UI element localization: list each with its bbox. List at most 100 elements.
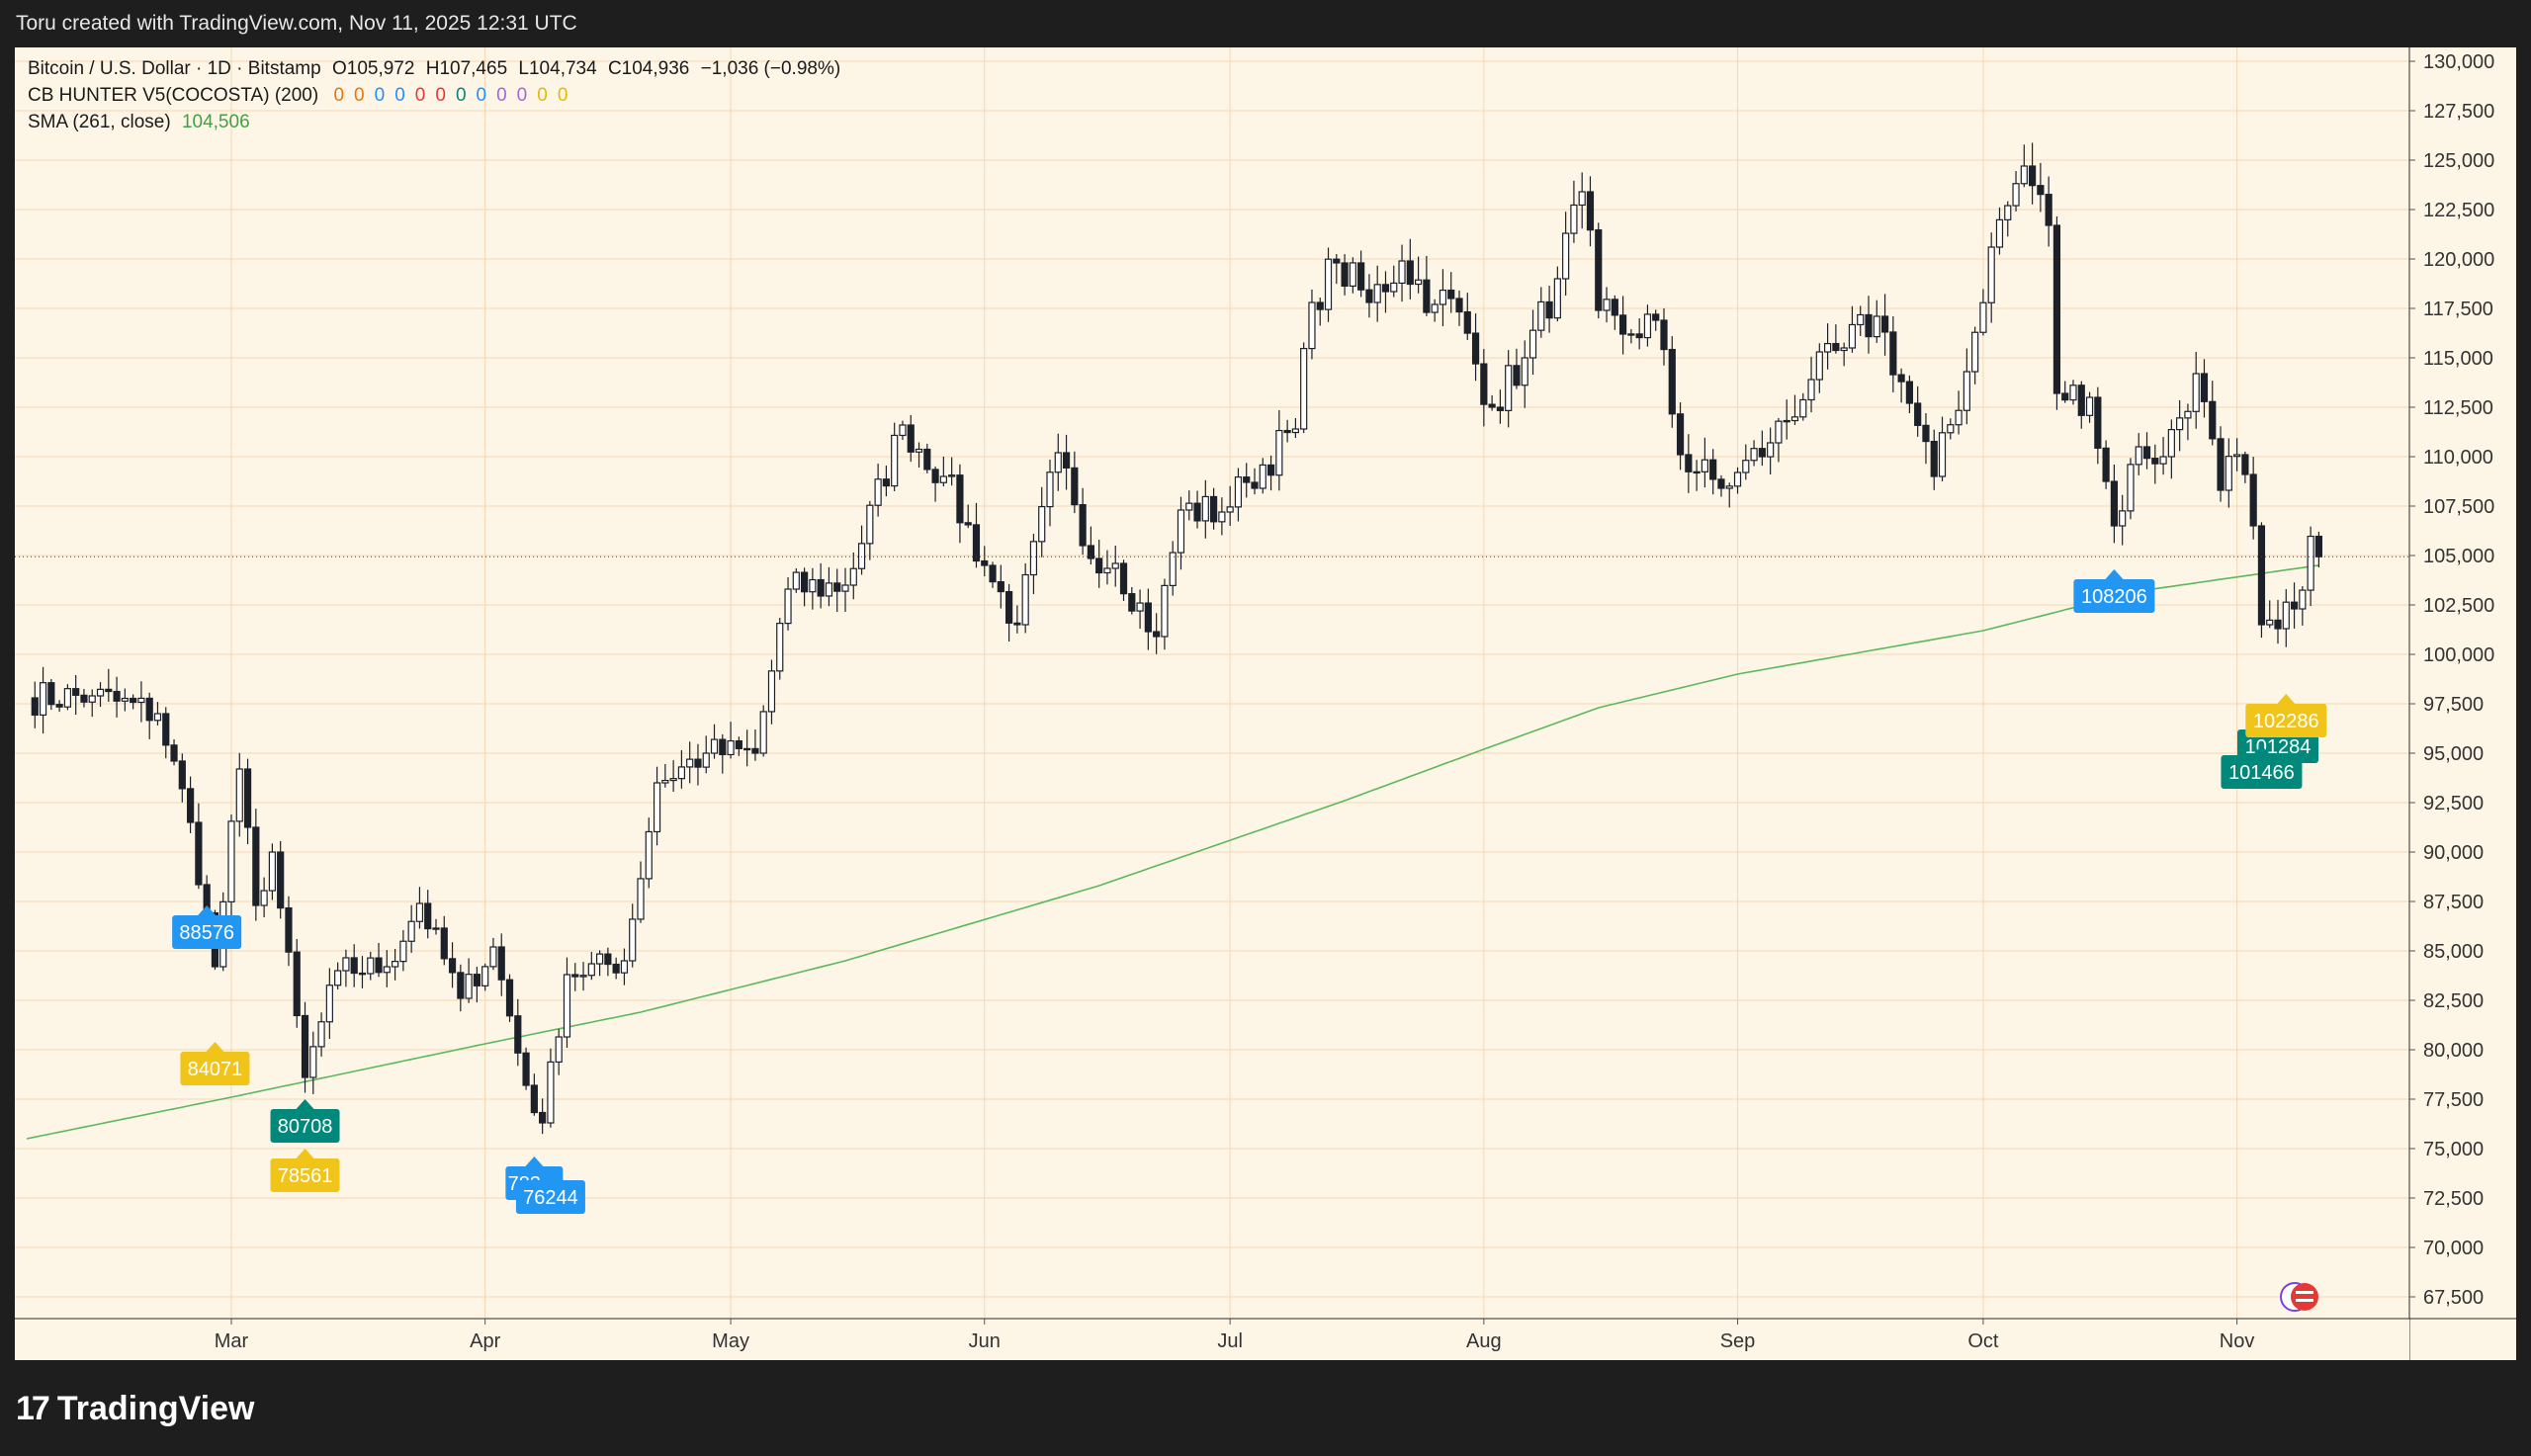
signal-label[interactable]: 102286 <box>2245 694 2327 737</box>
candle[interactable] <box>1775 417 1783 463</box>
candle[interactable] <box>277 840 285 919</box>
candle[interactable] <box>1431 299 1439 322</box>
candle[interactable] <box>1038 486 1046 557</box>
candle[interactable] <box>367 951 375 981</box>
candle[interactable] <box>1111 546 1119 587</box>
candle[interactable] <box>677 749 686 789</box>
candle[interactable] <box>47 679 55 711</box>
candle[interactable] <box>407 904 415 953</box>
candle[interactable] <box>1979 289 1987 336</box>
candle[interactable] <box>981 546 989 577</box>
candle[interactable] <box>1266 455 1275 491</box>
candle[interactable] <box>2004 201 2012 237</box>
candle[interactable] <box>899 420 907 441</box>
candle[interactable] <box>1423 255 1431 316</box>
candle[interactable] <box>956 464 964 544</box>
candle[interactable] <box>1062 434 1071 490</box>
signal-label[interactable]: 76244 <box>515 1170 585 1214</box>
candle[interactable] <box>1889 315 1897 392</box>
candle[interactable] <box>1177 496 1185 570</box>
candle[interactable] <box>1742 444 1750 480</box>
candle[interactable] <box>1357 250 1365 298</box>
candle[interactable] <box>1406 238 1414 300</box>
candle[interactable] <box>1071 451 1079 514</box>
candle[interactable] <box>2314 531 2322 568</box>
candle[interactable] <box>1562 212 1570 296</box>
candle[interactable] <box>1553 266 1561 322</box>
candle[interactable] <box>2307 526 2314 607</box>
candle[interactable] <box>2241 451 2249 483</box>
signal-label[interactable]: 78561 <box>270 1149 340 1192</box>
candle[interactable] <box>1505 350 1513 428</box>
indicator2-name[interactable]: SMA (261, close) <box>28 112 171 132</box>
candle[interactable] <box>424 890 432 939</box>
candle[interactable] <box>2299 586 2307 626</box>
candle[interactable] <box>1259 458 1266 494</box>
candle[interactable] <box>1660 307 1668 366</box>
candle[interactable] <box>1283 419 1291 443</box>
candle[interactable] <box>694 743 702 786</box>
candle[interactable] <box>1234 468 1243 522</box>
candle[interactable] <box>170 738 178 766</box>
signal-label[interactable]: 84071 <box>180 1042 250 1085</box>
candle[interactable] <box>1193 490 1201 529</box>
candle[interactable] <box>2200 359 2209 418</box>
candle[interactable] <box>334 962 342 989</box>
candle[interactable] <box>809 567 817 610</box>
candle[interactable] <box>268 843 276 900</box>
candle[interactable] <box>1218 497 1226 536</box>
candle[interactable] <box>563 957 571 1048</box>
indicator1-name[interactable]: CB HUNTER V5(COCOSTA) (200) <box>28 85 319 106</box>
candle[interactable] <box>776 618 784 680</box>
candle[interactable] <box>96 682 105 708</box>
candle[interactable] <box>88 689 96 718</box>
candle[interactable] <box>645 817 653 889</box>
candle[interactable] <box>1471 313 1480 382</box>
candle[interactable] <box>719 733 727 774</box>
candle[interactable] <box>2127 458 2135 520</box>
candle[interactable] <box>1840 342 1848 367</box>
candle[interactable] <box>227 814 235 919</box>
candle[interactable] <box>939 456 947 487</box>
candle[interactable] <box>317 1012 325 1057</box>
candle[interactable] <box>153 702 162 726</box>
candle[interactable] <box>1439 269 1447 327</box>
candle[interactable] <box>1987 232 1995 323</box>
candle[interactable] <box>1300 342 1308 434</box>
candle[interactable] <box>2045 176 2052 247</box>
candle[interactable] <box>72 674 80 716</box>
candle[interactable] <box>964 504 972 529</box>
candle[interactable] <box>1201 479 1209 539</box>
candle[interactable] <box>1480 349 1488 427</box>
candle[interactable] <box>915 442 923 468</box>
candle[interactable] <box>841 567 849 613</box>
candle[interactable] <box>629 903 637 968</box>
candle[interactable] <box>2225 438 2232 508</box>
candle[interactable] <box>383 950 391 987</box>
candle[interactable] <box>1905 375 1914 413</box>
candle[interactable] <box>2282 589 2290 647</box>
candle[interactable] <box>39 666 47 734</box>
candle[interactable] <box>465 958 473 1003</box>
candle[interactable] <box>735 736 742 756</box>
price-chart[interactable]: 88576840718070878561783…7624410820610128… <box>15 47 2516 1360</box>
candle[interactable] <box>1275 410 1283 491</box>
candle[interactable] <box>2184 403 2192 441</box>
candle[interactable] <box>1365 274 1373 318</box>
legend-indicator2-row[interactable]: SMA (261, close) 104,506 <box>28 109 840 135</box>
price-axis[interactable] <box>2409 47 2516 1360</box>
candle[interactable] <box>1209 487 1218 530</box>
candle[interactable] <box>1488 394 1496 411</box>
candle[interactable] <box>612 957 620 980</box>
candle[interactable] <box>1447 272 1455 313</box>
candle[interactable] <box>1079 487 1087 556</box>
candle[interactable] <box>1381 271 1390 313</box>
candle[interactable] <box>522 1047 530 1090</box>
candle[interactable] <box>1251 468 1259 495</box>
candle[interactable] <box>489 937 497 971</box>
candle[interactable] <box>1128 587 1136 615</box>
candle[interactable] <box>55 700 63 713</box>
candle[interactable] <box>1897 368 1905 403</box>
candle[interactable] <box>252 809 260 921</box>
